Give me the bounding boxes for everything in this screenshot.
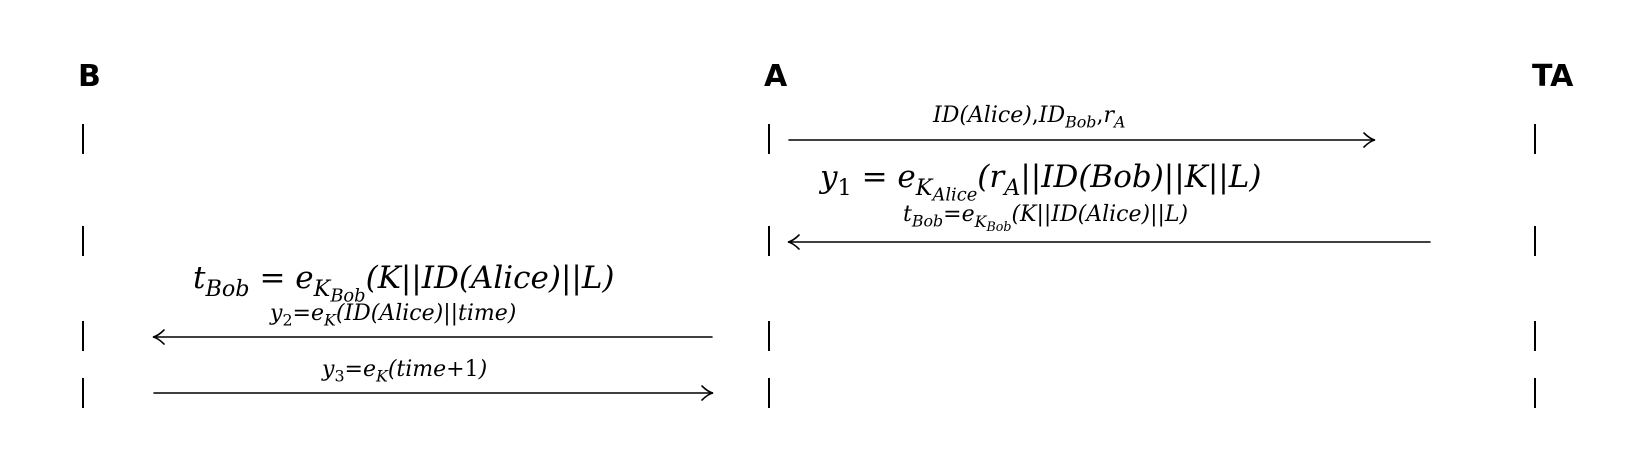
lifeline-ta-tick	[1534, 321, 1536, 351]
lifeline-b-tick	[82, 226, 84, 256]
lifeline-a-tick	[768, 378, 770, 408]
lifeline-ta-tick	[1534, 124, 1536, 154]
message-4-formula: tBob = eKBob(K||ID(Alice)||L)	[193, 260, 615, 307]
message-6-label: y3=eK(time+1)	[322, 357, 488, 386]
lifeline-a-tick	[768, 226, 770, 256]
arrow-b-to-a	[153, 385, 714, 401]
lifeline-b-tick	[82, 321, 84, 351]
message-5-label: y2=eK(ID(Alice)||time)	[270, 301, 517, 330]
message-2-formula: y1 = eKAlice(rA||ID(Bob)||K||L)	[820, 159, 1262, 206]
lifeline-b-tick	[82, 378, 84, 408]
lifeline-a-tick	[768, 124, 770, 154]
party-a-label: A	[764, 59, 788, 94]
lifeline-ta-tick	[1534, 226, 1536, 256]
party-b-label: B	[78, 59, 101, 94]
arrow-a-to-ta	[788, 132, 1376, 148]
lifeline-a-tick	[768, 321, 770, 351]
arrow-a-to-b	[152, 329, 713, 345]
party-ta-label: TA	[1532, 59, 1574, 94]
lifeline-ta-tick	[1534, 378, 1536, 408]
lifeline-b-tick	[82, 124, 84, 154]
message-3-label: tBob=eKBob(K||ID(Alice)||L)	[903, 202, 1189, 234]
message-1-label: ID(Alice),IDBob,rA	[933, 103, 1126, 132]
arrow-ta-to-a	[787, 234, 1431, 250]
